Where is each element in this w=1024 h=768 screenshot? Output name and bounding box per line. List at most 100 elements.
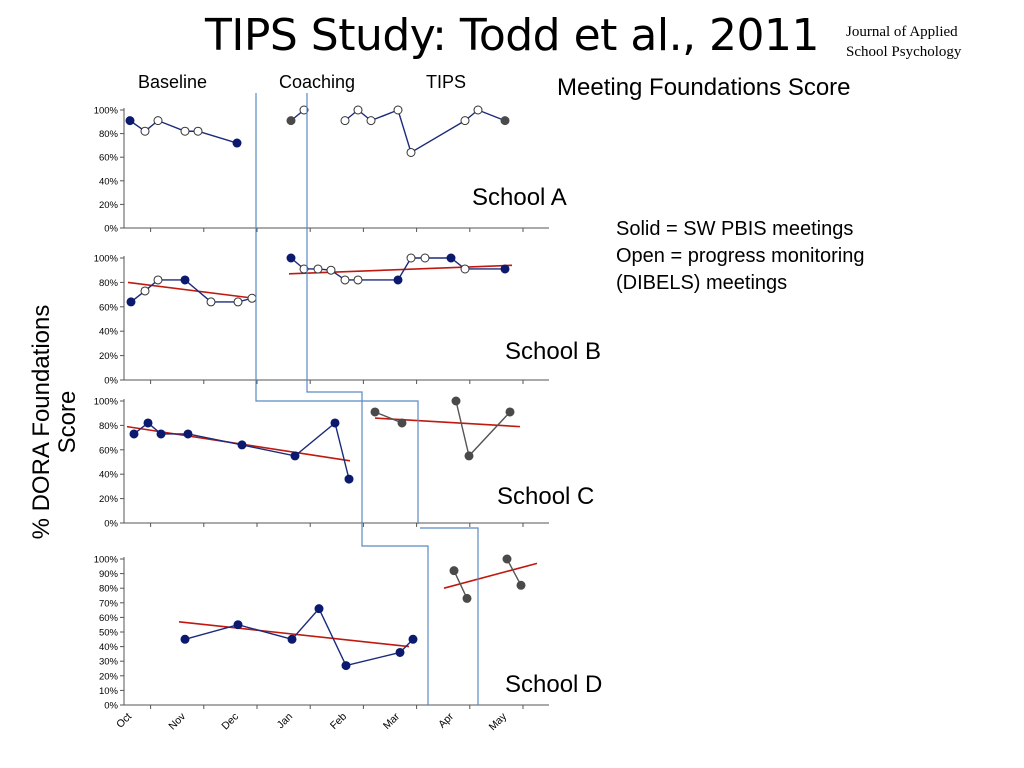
y-tick-label: 60% bbox=[99, 153, 119, 164]
y-tick-label: 30% bbox=[99, 657, 119, 668]
series-line bbox=[133, 421, 350, 480]
data-point bbox=[233, 297, 243, 307]
data-point bbox=[290, 451, 300, 461]
phase-label-tips: TIPS bbox=[426, 72, 467, 92]
data-point bbox=[232, 138, 242, 148]
data-point bbox=[287, 634, 297, 644]
data-point bbox=[206, 297, 216, 307]
data-point bbox=[393, 105, 403, 115]
series-line bbox=[344, 109, 506, 154]
data-point bbox=[366, 116, 376, 126]
y-tick-label: 40% bbox=[99, 642, 119, 653]
data-point bbox=[406, 253, 416, 263]
data-point bbox=[180, 275, 190, 285]
y-tick-label: 20% bbox=[99, 494, 119, 505]
data-point bbox=[473, 105, 483, 115]
data-point bbox=[502, 554, 512, 564]
y-tick-label: 20% bbox=[99, 200, 119, 211]
panel-d: 0% 10% 20% 30% 40% 50% 60% 70% 80% 90% 100% Oct Nov D… bbox=[94, 554, 549, 733]
data-point bbox=[143, 418, 153, 428]
panel-c: 0% 20% 40% 60% 80% 100% bbox=[94, 396, 549, 530]
marker-legend: Solid = SW PBIS meetings Open = progress… bbox=[616, 216, 864, 297]
trend-line bbox=[178, 620, 410, 648]
data-point bbox=[397, 418, 407, 428]
data-point bbox=[313, 264, 323, 274]
phase-label-baseline: Baseline bbox=[138, 72, 208, 92]
data-point bbox=[299, 105, 309, 115]
data-point bbox=[129, 429, 139, 439]
y-tick-label: 80% bbox=[99, 129, 119, 140]
data-point bbox=[408, 634, 418, 644]
y-tick-label: 80% bbox=[99, 584, 119, 595]
y-tick-label: 100% bbox=[94, 254, 119, 265]
data-point bbox=[353, 275, 363, 285]
data-point bbox=[140, 126, 150, 136]
data-point bbox=[286, 253, 296, 263]
series-line bbox=[453, 570, 468, 599]
data-point bbox=[446, 253, 456, 263]
y-tick-label: 100% bbox=[94, 397, 119, 408]
y-tick-label: 80% bbox=[99, 278, 119, 289]
phase-change-line bbox=[255, 93, 419, 524]
data-point bbox=[126, 297, 136, 307]
data-point bbox=[464, 451, 474, 461]
x-tick-label: Apr bbox=[436, 710, 456, 730]
x-tick-label: Mar bbox=[381, 710, 403, 732]
y-tick-label: 60% bbox=[99, 445, 119, 456]
data-point bbox=[153, 275, 163, 285]
legend-solid: Solid = SW PBIS meetings bbox=[616, 218, 854, 240]
phase-change-line bbox=[306, 93, 429, 705]
series-line bbox=[455, 400, 511, 458]
data-point bbox=[460, 264, 470, 274]
y-tick-label: 20% bbox=[99, 671, 119, 682]
phase-label-coaching: Coaching bbox=[279, 72, 356, 92]
data-point bbox=[340, 275, 350, 285]
series-line bbox=[184, 607, 414, 667]
y-tick-label: 80% bbox=[99, 421, 119, 432]
journal-citation: Journal of Applied School Psychology bbox=[846, 22, 1016, 62]
x-tick-label: Feb bbox=[328, 711, 349, 732]
journal-line-2: School Psychology bbox=[846, 44, 962, 60]
data-point bbox=[395, 647, 405, 657]
data-point bbox=[420, 253, 430, 263]
data-point bbox=[451, 396, 461, 406]
data-point bbox=[500, 264, 510, 274]
data-point bbox=[505, 407, 515, 417]
series-line bbox=[374, 411, 403, 424]
data-point bbox=[183, 429, 193, 439]
data-point bbox=[314, 604, 324, 614]
y-tick-label: 0% bbox=[104, 701, 118, 712]
data-point bbox=[353, 105, 363, 115]
data-point bbox=[299, 264, 309, 274]
legend-open-cont: (DIBELS) meetings bbox=[616, 272, 788, 294]
y-tick-label: 10% bbox=[99, 686, 119, 697]
y-tick-label: 40% bbox=[99, 470, 119, 481]
school-d-label: School D bbox=[505, 671, 603, 698]
x-tick-label: Nov bbox=[166, 710, 188, 732]
data-point bbox=[156, 429, 166, 439]
trend-line bbox=[127, 281, 255, 300]
school-a-label: School A bbox=[472, 184, 567, 211]
y-tick-label: 60% bbox=[99, 613, 119, 624]
legend-open: Open = progress monitoring bbox=[616, 245, 865, 267]
y-tick-label: 50% bbox=[99, 628, 119, 639]
y-tick-label: 90% bbox=[99, 569, 119, 580]
school-b-label: School B bbox=[505, 338, 602, 365]
data-point bbox=[393, 275, 403, 285]
data-point bbox=[237, 440, 247, 450]
journal-line-1: Journal of Applied bbox=[846, 24, 958, 40]
data-point bbox=[344, 474, 354, 484]
panel-a: 0% 20% 40% 60% 80% 100% bbox=[94, 105, 549, 235]
data-point bbox=[516, 580, 526, 590]
data-point bbox=[330, 418, 340, 428]
measure-title: Meeting Foundations Score bbox=[557, 74, 851, 101]
data-point bbox=[370, 407, 380, 417]
y-tick-label: 0% bbox=[104, 224, 118, 235]
data-point bbox=[125, 116, 135, 126]
data-point bbox=[140, 286, 150, 296]
data-point bbox=[180, 634, 190, 644]
x-tick-label: Jan bbox=[275, 711, 296, 732]
data-point bbox=[153, 116, 163, 126]
data-point bbox=[233, 620, 243, 630]
